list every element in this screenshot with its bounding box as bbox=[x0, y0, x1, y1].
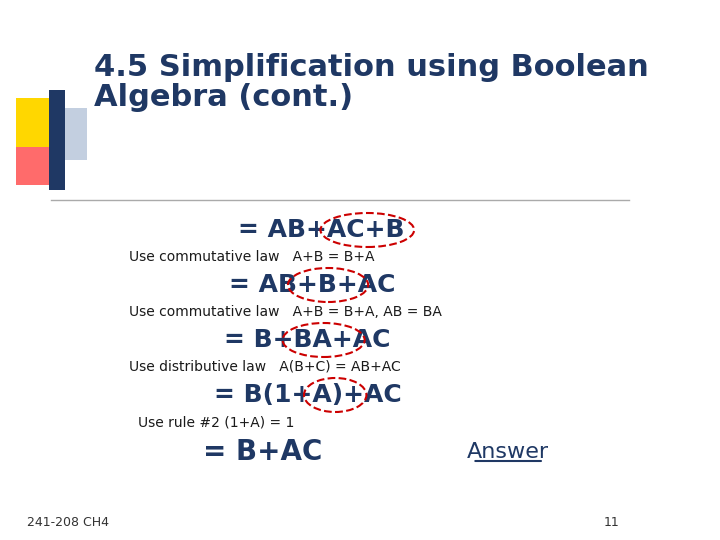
Text: Use rule #2 (1+A) = 1: Use rule #2 (1+A) = 1 bbox=[138, 415, 294, 429]
Text: 4.5 Simplification using Boolean: 4.5 Simplification using Boolean bbox=[94, 53, 648, 82]
FancyBboxPatch shape bbox=[49, 90, 65, 190]
Text: 11: 11 bbox=[604, 516, 620, 529]
Text: Answer: Answer bbox=[467, 442, 549, 462]
Text: = AB+B+AC: = AB+B+AC bbox=[229, 273, 395, 297]
FancyBboxPatch shape bbox=[16, 147, 63, 185]
Text: = AB+AC+B: = AB+AC+B bbox=[238, 218, 404, 242]
Text: Algebra (cont.): Algebra (cont.) bbox=[94, 83, 353, 112]
Text: = B+BA+AC: = B+BA+AC bbox=[225, 328, 391, 352]
FancyBboxPatch shape bbox=[60, 108, 87, 160]
Text: = B(1+A)+AC: = B(1+A)+AC bbox=[214, 383, 402, 407]
Text: 241-208 CH4: 241-208 CH4 bbox=[27, 516, 109, 529]
Text: Use commutative law   A+B = B+A, AB = BA: Use commutative law A+B = B+A, AB = BA bbox=[130, 305, 442, 319]
Text: = B+AC: = B+AC bbox=[203, 438, 323, 466]
FancyBboxPatch shape bbox=[16, 98, 63, 150]
Text: Use distributive law   A(B+C) = AB+AC: Use distributive law A(B+C) = AB+AC bbox=[130, 360, 401, 374]
Text: Use commutative law   A+B = B+A: Use commutative law A+B = B+A bbox=[130, 250, 375, 264]
